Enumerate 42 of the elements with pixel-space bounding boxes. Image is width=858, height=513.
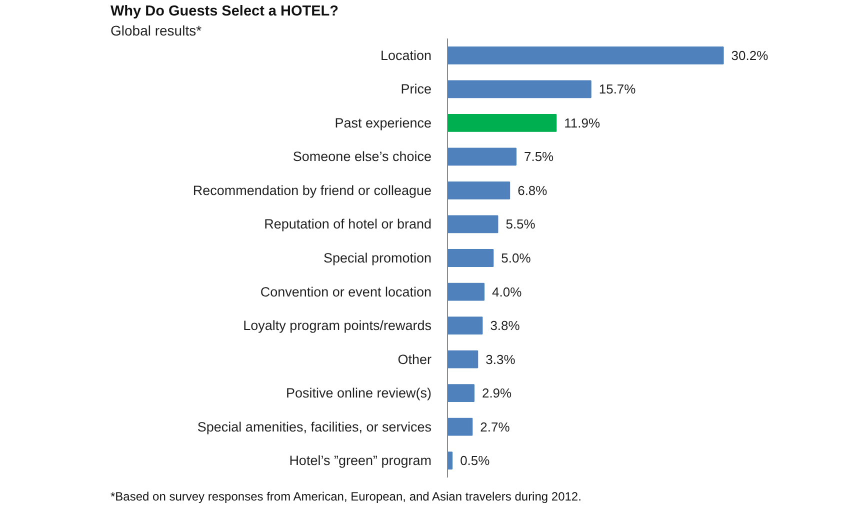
y-tick-label: Special amenities, facilities, or services <box>197 419 432 434</box>
y-tick-label: Reputation of hotel or brand <box>264 216 432 232</box>
bar <box>448 80 592 98</box>
bar <box>448 46 724 64</box>
data-label: 3.8% <box>490 318 520 334</box>
data-label: 2.7% <box>480 419 510 434</box>
bar <box>448 316 483 334</box>
bar <box>448 418 473 436</box>
data-label: 5.5% <box>506 216 536 232</box>
bar <box>448 452 453 470</box>
y-tick-label: Positive online review(s) <box>286 386 432 401</box>
bar <box>448 350 478 368</box>
y-tick-label: Price <box>400 82 432 97</box>
bar <box>448 148 516 166</box>
data-label: 4.0% <box>492 284 522 300</box>
y-tick-label: Recommendation by friend or colleague <box>192 182 432 198</box>
data-label: 30.2% <box>731 48 769 63</box>
data-label: 11.9% <box>564 115 601 130</box>
data-label: 3.3% <box>486 352 516 367</box>
text: Why Do Guests Select a HOTEL? <box>110 4 339 20</box>
data-label: 2.9% <box>482 386 512 401</box>
y-tick-label: Other <box>398 352 432 367</box>
bar <box>448 215 498 234</box>
bar <box>448 249 494 267</box>
data-label: 5.0% <box>501 250 532 266</box>
text: Global results* <box>110 22 202 38</box>
y-tick-label: Hotel’s ”green” program <box>289 453 432 468</box>
y-tick-label: Location <box>380 48 432 63</box>
bar <box>448 282 485 301</box>
bar <box>448 114 557 132</box>
y-tick-label: Someone else’s choice <box>292 149 432 164</box>
bar <box>448 384 474 402</box>
y-tick-label: Loyalty program points/rewards <box>243 318 432 334</box>
data-label: 15.7% <box>598 82 636 97</box>
data-label: 6.8% <box>518 182 548 198</box>
data-label: 7.5% <box>524 149 554 164</box>
y-tick-label: Convention or event location <box>260 284 432 300</box>
text: *Based on survey responses from American, European, and Asian travelers during 2012. <box>110 490 582 504</box>
data-label: 0.5% <box>460 453 490 468</box>
y-tick-label: Past experience <box>334 115 432 130</box>
bar <box>448 182 510 200</box>
y-tick-label: Special promotion <box>323 250 432 266</box>
